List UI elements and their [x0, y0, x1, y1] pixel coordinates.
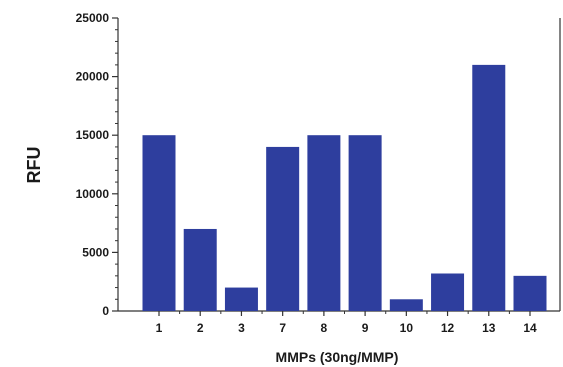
x-tick-label: 8 [321, 321, 328, 335]
bar [348, 135, 382, 311]
y-tick-label: 15000 [76, 128, 110, 142]
x-tick-label: 13 [482, 321, 496, 335]
x-tick-label: 14 [523, 321, 537, 335]
y-tick-label: 20000 [76, 70, 110, 84]
x-tick-label: 7 [279, 321, 286, 335]
x-tick-label: 10 [400, 321, 414, 335]
x-axis-ticks: 1 2 3 7 8 9 10 12 13 14 [156, 311, 537, 335]
y-axis-title: RFU [24, 147, 44, 184]
bar [266, 146, 300, 311]
x-tick-label: 1 [156, 321, 163, 335]
bar [142, 135, 176, 311]
y-axis-ticks: 0 5000 10000 15000 20000 25000 [76, 11, 118, 318]
y-tick-label: 0 [102, 304, 109, 318]
bar [307, 135, 341, 311]
y-tick-label: 25000 [76, 11, 110, 25]
bar [389, 299, 423, 311]
bar [431, 273, 465, 311]
x-axis-title: MMPs (30ng/MMP) [276, 349, 399, 365]
y-tick-label: 10000 [76, 187, 110, 201]
bar [183, 228, 217, 311]
bars [142, 64, 547, 311]
bar [472, 64, 506, 311]
bar [224, 287, 258, 311]
x-tick-label: 9 [362, 321, 369, 335]
x-tick-label: 12 [441, 321, 455, 335]
x-tick-label: 3 [238, 321, 245, 335]
y-tick-label: 5000 [82, 245, 109, 259]
bar [513, 275, 547, 311]
x-tick-label: 2 [197, 321, 204, 335]
